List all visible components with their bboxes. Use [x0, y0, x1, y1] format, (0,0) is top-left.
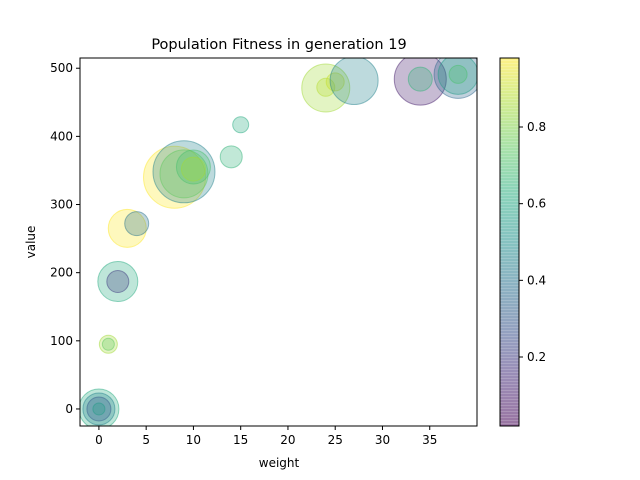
scatter-point-7: [106, 270, 130, 294]
x-tick-label: 0: [95, 433, 103, 447]
scatter-point-8: [107, 208, 147, 248]
y-tick-label: 0: [65, 402, 73, 416]
colorbar-frame: [499, 57, 520, 427]
scatter-point-11: [152, 140, 216, 204]
y-tick-label: 400: [50, 129, 73, 143]
colorbar-tick-label: 0.2: [527, 350, 546, 364]
x-tick-label: 25: [328, 433, 343, 447]
scatter-point-1: [82, 392, 116, 426]
scatter-point-22: [407, 66, 433, 92]
y-tick-label: 300: [50, 198, 73, 212]
scatter-point-9: [124, 211, 150, 237]
colorbar-axis: 0.2 0.4 0.6 0.8: [519, 120, 546, 364]
plot-frame: [79, 57, 478, 427]
colorbar-tick-label: 0.6: [527, 197, 546, 211]
scatter-point-21: [393, 58, 447, 106]
x-tick-label: 5: [142, 433, 150, 447]
y-axis: 0 100 200 300 400 500: [50, 61, 80, 416]
y-axis-label: value: [24, 226, 38, 259]
y-tick-label: 500: [50, 61, 73, 75]
x-tick-label: 10: [186, 433, 201, 447]
scatter-point-12: [159, 149, 209, 199]
scatter-point-13: [175, 149, 211, 185]
scatter-point-25: [448, 64, 468, 84]
scatter-point-14: [180, 156, 206, 182]
scatter-points: [80, 58, 477, 426]
x-axis: 0 5 10 15 20 25 30 35: [95, 426, 437, 447]
colorbar-tick-label: 0.4: [527, 273, 546, 287]
scatter-point-17: [301, 63, 351, 113]
x-axis-label: weight: [259, 456, 300, 470]
colorbar: [500, 58, 519, 426]
x-tick-label: 30: [375, 433, 390, 447]
scatter-point-23: [433, 58, 477, 99]
y-tick-label: 100: [50, 334, 73, 348]
scatter-point-15: [219, 145, 243, 169]
colorbar-bands: [500, 58, 519, 426]
colorbar-tick-label: 0.8: [527, 120, 546, 134]
x-tick-label: 15: [233, 433, 248, 447]
chart-title: Population Fitness in generation 19: [151, 37, 406, 53]
scatter-point-2: [86, 396, 112, 422]
x-tick-label: 35: [422, 433, 437, 447]
y-tick-label: 200: [50, 266, 73, 280]
scatter-point-20: [329, 58, 379, 105]
scatter-point-6: [97, 261, 139, 303]
scatter-point-10: [143, 145, 207, 209]
scatter-point-16: [232, 116, 250, 134]
scatter-point-24: [437, 58, 477, 95]
x-tick-label: 20: [280, 433, 295, 447]
scatter-point-3: [92, 402, 106, 416]
scatter-point-5: [101, 337, 115, 351]
